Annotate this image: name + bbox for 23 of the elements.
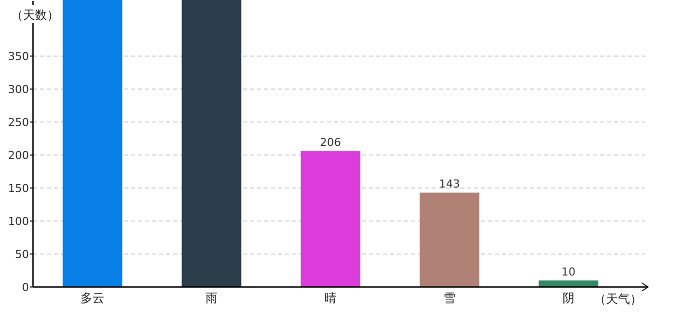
- bar: [420, 192, 480, 287]
- bar: [538, 280, 598, 287]
- x-tick-label: 多云: [80, 291, 104, 305]
- bar: [300, 151, 360, 287]
- bar: [182, 0, 242, 287]
- y-axis-title: （天数）: [11, 8, 59, 22]
- y-tick-label: 100: [8, 215, 29, 228]
- x-axis-title: （天气）: [594, 292, 642, 306]
- y-tick-label: 350: [8, 50, 29, 64]
- y-tick-label: 150: [8, 182, 29, 196]
- data-label: 143: [439, 178, 460, 191]
- y-tick-label: 300: [8, 83, 29, 96]
- y-tick-label: 250: [8, 116, 29, 130]
- y-tick-label: 50: [15, 248, 29, 262]
- x-tick-label: 雪: [444, 291, 456, 305]
- x-tick-label: 阴: [562, 291, 574, 305]
- data-label: 206: [320, 136, 341, 150]
- data-label: 10: [562, 265, 576, 278]
- y-tick-label: 200: [8, 149, 29, 162]
- y-tick-label: 0: [22, 281, 29, 294]
- bar: [62, 0, 122, 287]
- x-tick-label: 雨: [206, 291, 218, 305]
- x-tick-label: 晴: [324, 291, 336, 305]
